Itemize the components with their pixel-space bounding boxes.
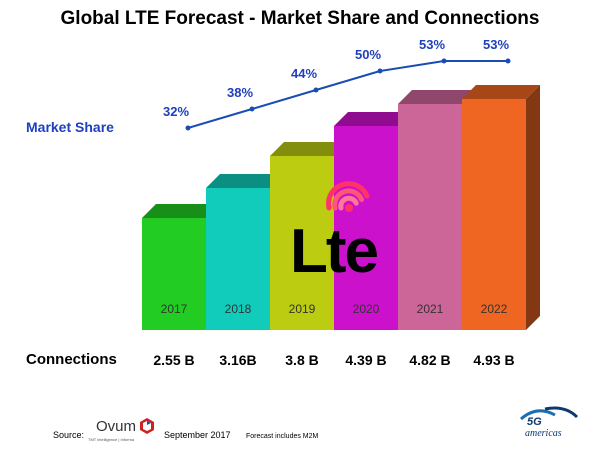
- year-label-2019: 2019: [289, 302, 316, 316]
- lte-signal-arc-3: [338, 195, 359, 211]
- lte-logo-text: Lte: [290, 217, 378, 286]
- year-label-2021: 2021: [417, 302, 444, 316]
- market-share-point-2017: [185, 125, 191, 131]
- market-share-point-2021: [441, 58, 447, 64]
- lte-signal-arc-2: [332, 188, 365, 211]
- market-share-point-2020: [377, 68, 383, 74]
- market-share-label: Market Share: [26, 119, 114, 135]
- year-label-2017: 2017: [161, 302, 188, 316]
- source-date: September 2017: [164, 430, 231, 440]
- connections-value-2020: 4.39 B: [345, 352, 386, 368]
- bar-top-2021: [398, 90, 476, 104]
- market-share-label-2022: 53%: [483, 37, 509, 52]
- lte-signal-arc-1: [326, 181, 370, 211]
- market-share-point-2018: [249, 106, 255, 112]
- source-label: Source:: [53, 430, 85, 440]
- connections-value-2018: 3.16B: [219, 352, 256, 368]
- 5g-americas-mark-icon: 5G americas: [520, 406, 579, 439]
- brand-top-text: 5G: [527, 416, 542, 428]
- market-share-label-2021: 53%: [419, 37, 445, 52]
- bar-top-2019: [270, 142, 348, 156]
- connections-value-2017: 2.55 B: [153, 352, 194, 368]
- bar-2020: [334, 126, 398, 330]
- bar-top-2018: [206, 174, 284, 188]
- ovum-tagline: TMT intelligence | Informa: [88, 437, 135, 442]
- year-label-2020: 2020: [353, 302, 380, 316]
- connections-value-2022: 4.93 B: [473, 352, 514, 368]
- brand-bottom-text: americas: [525, 428, 562, 439]
- ovum-name: Ovum: [96, 418, 137, 435]
- bar-2019: [270, 156, 334, 330]
- footnote: Forecast includes M2M: [246, 433, 319, 440]
- market-share-line: [187, 60, 508, 129]
- bar-top-2017: [142, 204, 220, 218]
- market-share-label-2020: 50%: [355, 47, 381, 62]
- market-share-point-2019: [313, 87, 319, 93]
- lte-signal-dot: [345, 204, 353, 212]
- market-share-label-2018: 38%: [227, 85, 253, 100]
- bar-2017: [142, 218, 206, 330]
- connections-label: Connections: [26, 351, 117, 368]
- chart-title: Global LTE Forecast - Market Share and C…: [60, 8, 540, 29]
- connections-value-2021: 4.82 B: [409, 352, 450, 368]
- market-share-label-2017: 32%: [163, 104, 189, 119]
- 5g-americas-logo: 5G americas: [515, 405, 587, 444]
- bar-side-2022: [526, 85, 540, 330]
- year-label-2022: 2022: [481, 302, 508, 316]
- year-label-2018: 2018: [225, 302, 252, 316]
- ovum-mark-icon: [140, 418, 154, 434]
- connections-value-2019: 3.8 B: [285, 352, 318, 368]
- bar-2018: [206, 188, 270, 330]
- market-share-point-2022: [505, 58, 511, 64]
- bar-2022: [462, 99, 526, 330]
- bar-top-2020: [334, 112, 412, 126]
- bar-top-2022: [462, 85, 540, 99]
- bar-2021: [398, 104, 462, 330]
- market-share-label-2019: 44%: [291, 66, 317, 81]
